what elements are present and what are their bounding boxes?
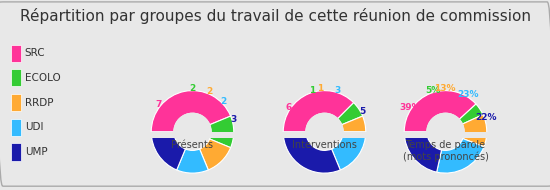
Text: ECOLO: ECOLO (25, 73, 60, 83)
Wedge shape (210, 116, 234, 148)
Text: 22%: 22% (476, 113, 497, 122)
Text: 7: 7 (156, 100, 162, 109)
Text: 3: 3 (231, 115, 237, 124)
Text: 23%: 23% (457, 90, 478, 99)
Wedge shape (332, 132, 366, 170)
Circle shape (427, 113, 464, 150)
Text: 5%: 5% (425, 86, 441, 95)
Circle shape (306, 113, 343, 150)
Text: 5: 5 (360, 107, 366, 116)
Text: SRC: SRC (25, 48, 45, 58)
Text: 39%: 39% (399, 103, 421, 112)
Title: Présents: Présents (172, 140, 213, 150)
Text: 2: 2 (189, 84, 196, 93)
Title: Temps de parole
(mots prononcés): Temps de parole (mots prononcés) (403, 140, 488, 162)
Text: 13%: 13% (434, 84, 455, 93)
Wedge shape (283, 132, 340, 173)
Wedge shape (459, 104, 483, 124)
Text: Répartition par groupes du travail de cette réunion de commission: Répartition par groupes du travail de ce… (19, 8, 531, 24)
Wedge shape (151, 91, 230, 132)
Text: 2: 2 (220, 97, 226, 106)
Wedge shape (437, 139, 484, 173)
Text: 3: 3 (334, 86, 340, 95)
Wedge shape (283, 91, 354, 132)
Text: RRDP: RRDP (25, 98, 53, 108)
Text: UMP: UMP (25, 147, 47, 157)
Text: 6: 6 (285, 103, 292, 112)
Text: 1: 1 (309, 86, 315, 95)
Text: 1: 1 (317, 84, 323, 93)
Circle shape (174, 113, 211, 150)
Wedge shape (342, 116, 366, 132)
Wedge shape (338, 103, 362, 125)
Wedge shape (463, 115, 487, 147)
Wedge shape (404, 132, 442, 172)
Wedge shape (404, 91, 476, 132)
Wedge shape (151, 132, 185, 170)
Wedge shape (200, 139, 230, 170)
Wedge shape (177, 149, 208, 173)
Text: 2: 2 (206, 87, 212, 96)
Text: UDI: UDI (25, 122, 43, 132)
Title: Interventions: Interventions (292, 140, 357, 150)
